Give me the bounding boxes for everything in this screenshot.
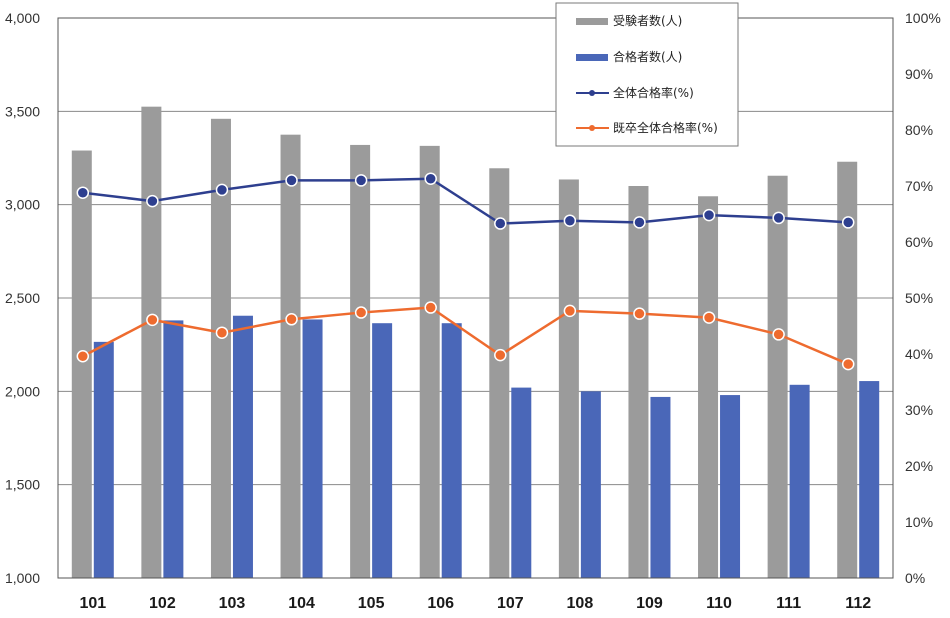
legend-swatch	[576, 18, 608, 25]
point-graduate-pass-rate	[772, 328, 785, 341]
legend-label: 既卒全体合格率(%)	[613, 120, 718, 135]
axes: 1,000 1,500 2,000 2,500 3,000 3,500 4,000 0% 10%…	[5, 10, 941, 612]
plot-frame	[57, 17, 894, 579]
bar-passers	[163, 320, 184, 578]
bar-passers	[511, 387, 532, 578]
x-tick-label: 101	[79, 595, 106, 612]
bar-examinees	[71, 150, 92, 579]
line-graduate-pass-rate	[82, 306, 849, 366]
y-left-tick-label: 2,500	[5, 290, 40, 306]
point-overall-pass-rate	[563, 214, 577, 227]
x-tick-label: 107	[497, 595, 524, 612]
x-tick-label: 103	[219, 595, 246, 612]
bar-examinees	[350, 144, 371, 578]
point-graduate-pass-rate	[633, 307, 646, 320]
legend-box	[555, 2, 739, 147]
point-graduate-pass-rate	[354, 306, 368, 319]
legend-swatch	[576, 54, 608, 61]
y-left-tick-label: 1,500	[5, 477, 40, 493]
x-tick-label: 111	[776, 595, 801, 612]
y-left-tick-label: 3,000	[5, 197, 40, 213]
y-left-tick-label: 4,000	[5, 10, 40, 26]
point-overall-pass-rate	[76, 186, 90, 199]
y-left-tick-label: 1,000	[5, 570, 40, 586]
x-tick-label: 105	[358, 595, 385, 612]
x-tick-label: 104	[288, 595, 315, 612]
bar-examinees	[698, 196, 719, 578]
bar-passers	[859, 381, 880, 578]
point-graduate-pass-rate	[424, 301, 437, 314]
legend-label: 合格者数(人)	[613, 49, 682, 64]
legend-marker	[589, 125, 595, 131]
point-overall-pass-rate	[702, 208, 716, 222]
legend-label: 全体合格率(%)	[613, 85, 694, 100]
bar-passers	[232, 315, 253, 578]
point-overall-pass-rate	[424, 172, 437, 185]
bar-examinees	[558, 179, 579, 578]
point-overall-pass-rate	[772, 211, 785, 225]
point-overall-pass-rate	[841, 216, 855, 229]
y-left-tick-label: 2,000	[5, 383, 40, 399]
bar-passers	[93, 341, 114, 578]
y-right-tick-label: 0%	[905, 570, 925, 586]
bars	[71, 106, 880, 579]
bar-examinees	[489, 168, 510, 578]
y-right-tick-label: 10%	[905, 514, 933, 530]
bar-passers	[789, 384, 810, 578]
legend-marker	[589, 90, 595, 96]
point-overall-pass-rate	[633, 216, 646, 229]
lines	[76, 172, 855, 371]
x-tick-label: 106	[427, 595, 454, 612]
y-left-tick-label: 3,500	[5, 103, 40, 119]
point-graduate-pass-rate	[702, 311, 716, 324]
point-overall-pass-rate	[494, 217, 507, 230]
point-overall-pass-rate	[146, 194, 159, 208]
point-graduate-pass-rate	[841, 357, 855, 371]
point-graduate-pass-rate	[285, 313, 298, 326]
y-right-tick-label: 60%	[905, 234, 933, 250]
point-overall-pass-rate	[285, 174, 298, 187]
x-tick-label: 108	[567, 595, 594, 612]
point-graduate-pass-rate	[563, 304, 577, 318]
bar-passers	[441, 323, 462, 578]
x-tick-label: 110	[706, 595, 732, 612]
point-overall-pass-rate	[354, 174, 368, 187]
bar-passers	[650, 396, 671, 578]
point-graduate-pass-rate	[494, 348, 507, 362]
point-graduate-pass-rate	[76, 349, 90, 363]
y-right-tick-label: 30%	[905, 402, 933, 418]
bar-passers	[720, 395, 741, 578]
y-right-tick-label: 40%	[905, 346, 933, 362]
x-tick-label: 109	[636, 595, 663, 612]
bar-examinees	[280, 134, 301, 578]
x-tick-label: 112	[845, 595, 871, 612]
point-graduate-pass-rate	[215, 326, 229, 339]
bar-examinees	[419, 145, 440, 578]
y-right-tick-label: 90%	[905, 66, 933, 82]
point-overall-pass-rate	[215, 183, 229, 197]
bar-passers	[302, 319, 323, 578]
bar-passers	[372, 323, 393, 578]
y-right-tick-label: 100%	[905, 10, 941, 26]
bar-examinees	[210, 118, 231, 579]
y-right-tick-label: 70%	[905, 178, 933, 194]
y-right-tick-label: 80%	[905, 122, 933, 138]
line-overall-pass-rate	[82, 177, 849, 225]
bar-passers	[580, 391, 601, 578]
y-right-tick-label: 50%	[905, 290, 933, 306]
legend-label: 受験者数(人)	[613, 13, 682, 28]
bar-examinees	[767, 175, 788, 578]
point-graduate-pass-rate	[146, 313, 159, 327]
bar-examinees	[141, 106, 162, 579]
bar-examinees	[628, 186, 649, 578]
x-tick-label: 102	[149, 595, 176, 612]
legend: 受験者数(人) 合格者数(人) 全体合格率(%) 既卒全体合格率(%)	[555, 2, 739, 147]
y-right-tick-label: 20%	[905, 458, 933, 474]
